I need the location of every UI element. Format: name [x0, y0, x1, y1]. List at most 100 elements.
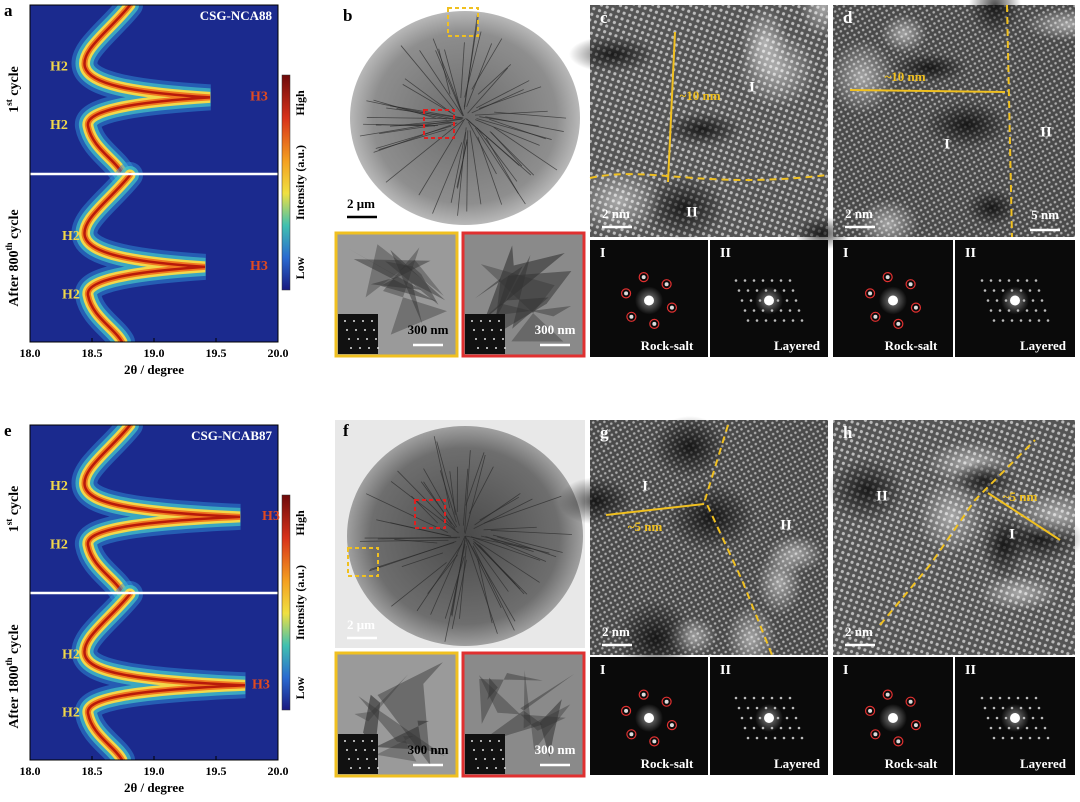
- diffraction-spot: [473, 749, 475, 751]
- grain: [375, 720, 429, 750]
- colorbar-label: Intensity (a.u.): [293, 565, 307, 640]
- crack: [469, 130, 482, 205]
- scale-label: 2 μm: [347, 196, 375, 211]
- diffraction-spot: [357, 758, 359, 760]
- fft-spot: [1007, 696, 1011, 700]
- fft-spot-ring: [661, 696, 672, 707]
- fft-spot: [1037, 289, 1041, 292]
- fft-spot: [664, 699, 669, 704]
- phase-label: H2: [50, 59, 68, 74]
- fft-spot: [791, 289, 795, 292]
- fft-spot: [1010, 706, 1014, 710]
- fft-spot-ring: [905, 696, 916, 707]
- crack: [485, 536, 534, 552]
- fft-spot: [885, 692, 890, 697]
- contrast-blob: [924, 100, 1011, 149]
- diffraction-spot: [344, 740, 346, 742]
- fft-spot: [788, 696, 792, 700]
- grain: [479, 673, 543, 724]
- diffraction-spot: [353, 740, 355, 742]
- diffraction-spot: [473, 329, 475, 331]
- fft-spot: [764, 706, 768, 710]
- fft-spot: [779, 696, 783, 700]
- fft-spot: [1010, 319, 1014, 322]
- image-annotation: 5 nm: [1031, 207, 1059, 222]
- diffraction-spot: [359, 347, 361, 349]
- grain: [376, 735, 417, 762]
- fft-region: I: [600, 663, 605, 678]
- crack: [416, 543, 463, 612]
- cycle-label-part: After 800: [7, 250, 22, 306]
- inset-frame: [334, 651, 459, 778]
- fft-spot: [1022, 716, 1026, 720]
- grain: [487, 677, 498, 700]
- fft-spot: [868, 708, 873, 713]
- fft-spot: [641, 275, 646, 280]
- fft-spot: [1025, 696, 1029, 700]
- crack: [420, 481, 456, 529]
- crack: [390, 481, 459, 534]
- fft-spot: [1034, 726, 1038, 730]
- fft-spot: [1028, 289, 1032, 292]
- crack: [493, 126, 558, 171]
- image-annotation: II: [1040, 124, 1052, 140]
- x-tick-label: 18.0: [20, 346, 41, 360]
- inset-frame: [334, 231, 459, 358]
- fft-spot: [908, 282, 913, 287]
- inset-frame: [461, 651, 586, 778]
- fft-spot: [1037, 319, 1041, 322]
- crack: [451, 559, 467, 630]
- crack: [366, 493, 449, 533]
- crack: [477, 136, 503, 205]
- crack: [465, 452, 485, 506]
- diffraction-spot: [362, 320, 364, 322]
- cycle-label-part: 1: [7, 106, 22, 113]
- fft-spot-ring: [666, 302, 678, 313]
- x-tick-label: 19.5: [206, 764, 227, 778]
- diffraction-spot: [471, 740, 473, 742]
- crack: [457, 127, 467, 216]
- crack: [464, 535, 498, 634]
- cycle-label: After 800th cycle: [4, 209, 22, 306]
- diffraction-spot: [495, 767, 497, 769]
- fft-spot-ring: [666, 719, 678, 731]
- colorbar-label: High: [293, 90, 307, 116]
- image-annotation: ~10 nm: [884, 69, 925, 84]
- grain: [539, 699, 562, 758]
- fft-spot: [1016, 726, 1020, 730]
- scale-label: 300 nm: [408, 742, 449, 757]
- crack: [385, 119, 464, 183]
- crack: [466, 43, 493, 107]
- crack: [472, 538, 540, 583]
- crack: [497, 536, 557, 558]
- fft-spot: [908, 699, 913, 704]
- phase-label: H2: [62, 648, 80, 663]
- crack: [423, 481, 452, 525]
- fft-spot: [794, 716, 798, 720]
- diffraction-spot: [344, 320, 346, 322]
- fft-name: Layered: [774, 338, 821, 353]
- image-annotation: II: [780, 517, 792, 533]
- contrast-blob: [891, 52, 968, 83]
- fft-spot-ring: [882, 271, 893, 283]
- diffraction-spot: [484, 758, 486, 760]
- crack: [389, 121, 452, 127]
- crack: [475, 119, 540, 146]
- fft-spot: [1001, 706, 1005, 710]
- crack: [379, 122, 454, 135]
- phase-label: H3: [252, 678, 270, 693]
- crack: [444, 49, 462, 111]
- fft-spot: [743, 696, 747, 700]
- cycle-label: 1st cycle: [4, 486, 22, 533]
- colorbar-label: Intensity (a.u.): [293, 145, 307, 220]
- fft-region: II: [965, 663, 976, 678]
- phase-label: H3: [250, 259, 268, 274]
- fft-spot: [800, 736, 804, 740]
- fft-spot: [746, 736, 750, 740]
- diffraction-spot: [377, 347, 379, 349]
- image-annotation: I: [944, 136, 950, 152]
- contrast-blob: [569, 35, 658, 73]
- diffraction-spot: [364, 329, 366, 331]
- crack: [472, 542, 509, 592]
- fft-spot: [1037, 706, 1041, 710]
